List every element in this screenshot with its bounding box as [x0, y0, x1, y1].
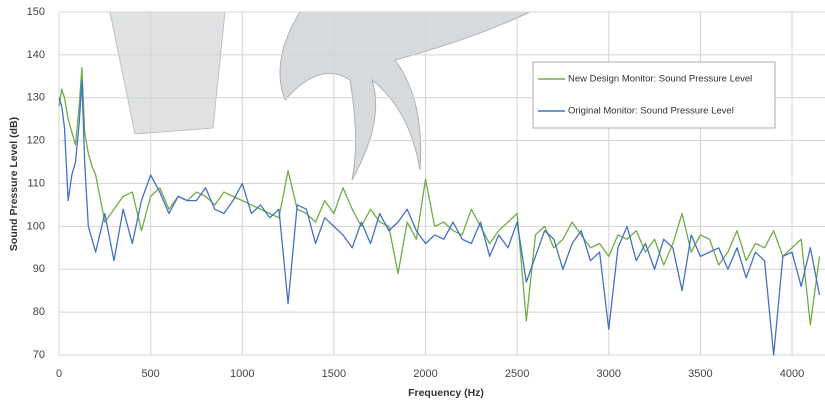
y-tick-label: 140	[27, 49, 45, 61]
background-render	[110, 12, 530, 180]
x-tick-label: 2000	[413, 368, 437, 380]
y-tick-label: 70	[33, 349, 45, 361]
legend-label: New Design Monitor: Sound Pressure Level	[568, 74, 752, 85]
legend-label: Original Monitor: Sound Pressure Level	[568, 106, 734, 117]
x-tick-label: 500	[141, 368, 159, 380]
blade-render	[110, 12, 225, 134]
y-tick-label: 150	[27, 6, 45, 18]
y-tick-label: 90	[33, 263, 45, 275]
x-tick-label: 3500	[688, 368, 712, 380]
y-tick-label: 120	[27, 135, 45, 147]
x-axis-title: Frequency (Hz)	[408, 387, 484, 399]
y-tick-label: 80	[33, 306, 45, 318]
x-tick-label: 3000	[597, 368, 621, 380]
x-tick-label: 2500	[505, 368, 529, 380]
chart: 7080901001101201301401500500100015002000…	[0, 0, 825, 403]
x-tick-label: 0	[56, 368, 62, 380]
y-tick-label: 130	[27, 92, 45, 104]
x-tick-label: 1500	[322, 368, 346, 380]
propeller-render	[280, 12, 530, 180]
y-tick-label: 110	[27, 177, 45, 189]
y-axis-title: Sound Pressure Level (dB)	[8, 117, 20, 251]
x-tick-label: 4000	[780, 368, 804, 380]
x-tick-label: 1000	[230, 368, 254, 380]
y-tick-label: 100	[27, 220, 45, 232]
legend-box	[533, 62, 775, 128]
